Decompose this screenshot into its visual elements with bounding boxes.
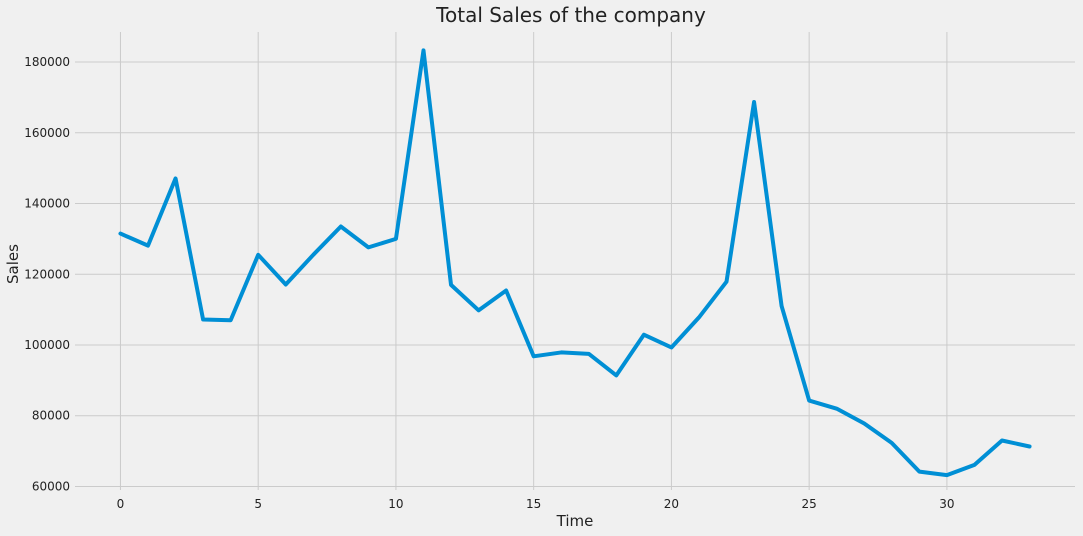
x-tick-label: 15 [526, 497, 541, 511]
series-group [118, 48, 1032, 478]
y-tick-labels: 60000 80000 100000 120000 140000 160000 180000 [24, 55, 70, 493]
x-tick-label: 25 [802, 497, 817, 511]
chart-title: Total Sales of the company [435, 3, 706, 27]
y-axis-label: Sales [4, 244, 22, 284]
x-tick-label: 30 [939, 497, 954, 511]
x-tick-labels: 0 5 10 15 20 25 30 [117, 497, 955, 511]
x-tick-label: 5 [254, 497, 262, 511]
y-tick-label: 120000 [24, 267, 70, 281]
y-tick-label: 100000 [24, 338, 70, 352]
x-tick-label: 20 [664, 497, 679, 511]
x-axis-label: Time [556, 512, 594, 530]
x-tick-label: 0 [117, 497, 125, 511]
y-gridlines [75, 61, 1075, 487]
y-tick-label: 180000 [24, 55, 70, 69]
series-line [118, 48, 1032, 478]
x-tick-label: 10 [388, 497, 403, 511]
x-gridlines [119, 32, 948, 490]
y-tick-label: 160000 [24, 126, 70, 140]
y-tick-label: 60000 [32, 479, 70, 493]
y-tick-label: 80000 [32, 409, 70, 423]
y-tick-label: 140000 [24, 197, 70, 211]
